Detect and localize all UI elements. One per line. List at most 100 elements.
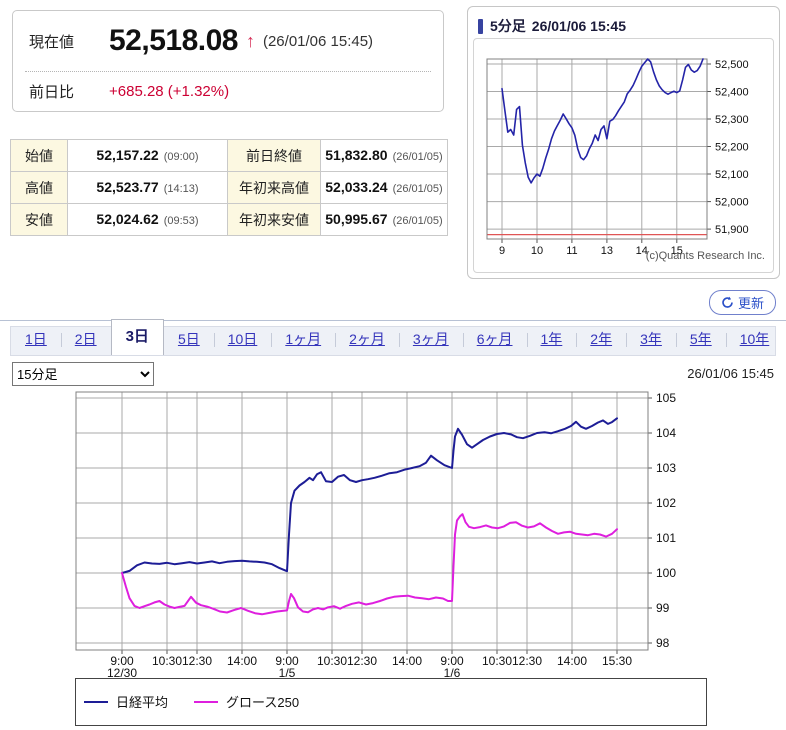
quote-label-cell: 年初来高値 (227, 171, 321, 204)
quote-label-cell: 安値 (10, 203, 68, 236)
svg-text:14:00: 14:00 (392, 654, 422, 668)
quote-value-cell: 51,832.80 (26/01/05) (320, 139, 448, 172)
legend-label: グロース250 (226, 695, 300, 710)
svg-text:10:30: 10:30 (152, 654, 182, 668)
table-row: 始値 52,157.22 (09:00) 前日終値 51,832.80 (26/01/05… (10, 139, 448, 172)
svg-text:14: 14 (636, 245, 648, 257)
quote-value-cell: 52,033.24 (26/01/05) (320, 171, 448, 204)
svg-text:1/5: 1/5 (279, 666, 296, 680)
five-min-header: 5分足 26/01/06 15:45 (478, 16, 626, 36)
quote-value-cell: 52,523.77 (14:13) (67, 171, 228, 204)
copyright-text: (c)Quants Research Inc. (645, 250, 765, 262)
five-min-chart-box (473, 38, 774, 273)
tab-5年[interactable]: 5年 (675, 325, 726, 355)
svg-text:9: 9 (499, 245, 505, 257)
five-min-title-label: 5分足 (490, 18, 526, 34)
svg-text:103: 103 (656, 461, 676, 475)
tab-2日[interactable]: 2日 (60, 325, 111, 355)
svg-text:52,200: 52,200 (715, 142, 749, 154)
current-price-label: 現在値 (29, 33, 75, 51)
svg-text:12:30: 12:30 (512, 654, 542, 668)
quote-table-body: 始値 52,157.22 (09:00) 前日終値 51,832.80 (26/01/05… (10, 139, 448, 236)
dotted-divider (25, 71, 431, 72)
chart-legend: 日経平均 グロース250 (75, 678, 707, 726)
svg-text:100: 100 (656, 566, 676, 580)
main-chart-timestamp: 26/01/06 15:45 (687, 366, 774, 381)
svg-text:98: 98 (656, 636, 670, 650)
daily-change-value: +685.28 (+1.32%) (109, 82, 230, 100)
current-price-value: 52,518.08 (109, 24, 238, 57)
table-row: 安値 52,024.62 (09:53) 年初来安値 50,995.67 (26/01/0… (10, 203, 448, 236)
tab-strip: 1日 2日 3日 5日 10日 1ヶ月 2ヶ月 3ヶ月 6ヶ月 1年 2年 3年 5年 10年 (10, 319, 776, 356)
svg-text:10:30: 10:30 (482, 654, 512, 668)
refresh-button[interactable]: 更新 (709, 290, 776, 315)
svg-text:14:00: 14:00 (227, 654, 257, 668)
svg-text:9:00: 9:00 (275, 654, 299, 668)
svg-text:52,000: 52,000 (715, 197, 749, 209)
tab-6ヶ月[interactable]: 6ヶ月 (462, 325, 527, 355)
tab-1日[interactable]: 1日 (25, 331, 47, 347)
quote-label-cell: 年初来安値 (227, 203, 321, 236)
svg-text:102: 102 (656, 496, 676, 510)
header-bullet-icon (478, 18, 483, 34)
svg-text:105: 105 (656, 391, 676, 405)
legend-item-日経平均: 日経平均 (84, 692, 168, 711)
legend-swatch (194, 700, 219, 703)
svg-text:52,300: 52,300 (715, 114, 749, 126)
svg-text:12:30: 12:30 (347, 654, 377, 668)
refresh-icon (722, 296, 733, 308)
svg-text:9:00: 9:00 (110, 654, 134, 668)
svg-text:15: 15 (671, 245, 683, 257)
tab-1年[interactable]: 1年 (526, 325, 577, 355)
current-price-time: (26/01/06 15:45) (262, 32, 374, 50)
quote-table: 始値 52,157.22 (09:00) 前日終値 51,832.80 (26/01/05… (10, 139, 448, 236)
svg-text:104: 104 (656, 426, 676, 440)
quote-label-cell: 高値 (10, 171, 68, 204)
daily-change-label: 前日比 (29, 83, 75, 101)
tab-3ヶ月[interactable]: 3ヶ月 (398, 325, 463, 355)
legend-swatch (84, 700, 108, 703)
tab-3年[interactable]: 3年 (626, 325, 676, 355)
five-min-chart: 52,500 52,400 52,300 52,200 52,100 52,000 51,9… (486, 58, 749, 257)
five-min-panel: 5分足 26/01/06 15:45 52,500 52,400 52,300 52,2… (467, 6, 780, 279)
svg-text:15:30: 15:30 (602, 654, 632, 668)
tab-1ヶ月[interactable]: 1ヶ月 (271, 325, 335, 355)
svg-text:52,400: 52,400 (715, 87, 749, 99)
svg-text:12:30: 12:30 (182, 654, 212, 668)
svg-text:51,900: 51,900 (715, 224, 749, 236)
tab-3日[interactable]: 3日 (110, 319, 164, 355)
daily-change-row: 前日比 +685.28 (+1.32%) (13, 72, 443, 110)
svg-text:52,500: 52,500 (715, 59, 749, 71)
section-divider (0, 320, 786, 321)
current-price-row: 現在値 52,518.08 ↑ (26/01/06 15:45) (13, 11, 443, 71)
five-min-title: 5分足 26/01/06 15:45 (490, 16, 626, 36)
five-min-title-time: 26/01/06 15:45 (531, 18, 626, 34)
svg-text:9:00: 9:00 (440, 654, 464, 668)
tab-10年[interactable]: 10年 (725, 325, 784, 355)
quote-value-cell: 50,995.67 (26/01/05) (320, 203, 448, 236)
interval-select[interactable]: 15分足 (12, 362, 154, 386)
tab-5日[interactable]: 5日 (177, 331, 200, 347)
quote-label-cell: 前日終値 (227, 139, 321, 172)
tab-2ヶ月[interactable]: 2ヶ月 (335, 325, 399, 355)
svg-text:52,100: 52,100 (715, 169, 749, 181)
up-arrow-icon: ↑ (245, 30, 255, 51)
svg-text:99: 99 (656, 601, 670, 615)
legend-label: 日経平均 (116, 695, 169, 710)
tab-2年[interactable]: 2年 (576, 325, 626, 355)
svg-text:11: 11 (566, 245, 577, 257)
current-price-panel: 現在値 52,518.08 ↑ (26/01/06 15:45) 前日比 +68… (12, 10, 444, 112)
quote-label-cell: 始値 (10, 139, 68, 172)
legend-item-グロース250: グロース250 (194, 692, 299, 711)
svg-text:101: 101 (656, 531, 676, 545)
svg-text:1/6: 1/6 (444, 666, 461, 680)
svg-text:13: 13 (601, 245, 613, 257)
table-row: 高値 52,523.77 (14:13) 年初来高値 52,033.24 (26/01/0… (10, 171, 448, 204)
svg-text:14:00: 14:00 (557, 654, 587, 668)
refresh-button-label: 更新 (737, 296, 764, 311)
tab-10日[interactable]: 10日 (213, 325, 272, 355)
svg-text:10: 10 (531, 245, 543, 257)
svg-text:12/30: 12/30 (107, 666, 137, 680)
